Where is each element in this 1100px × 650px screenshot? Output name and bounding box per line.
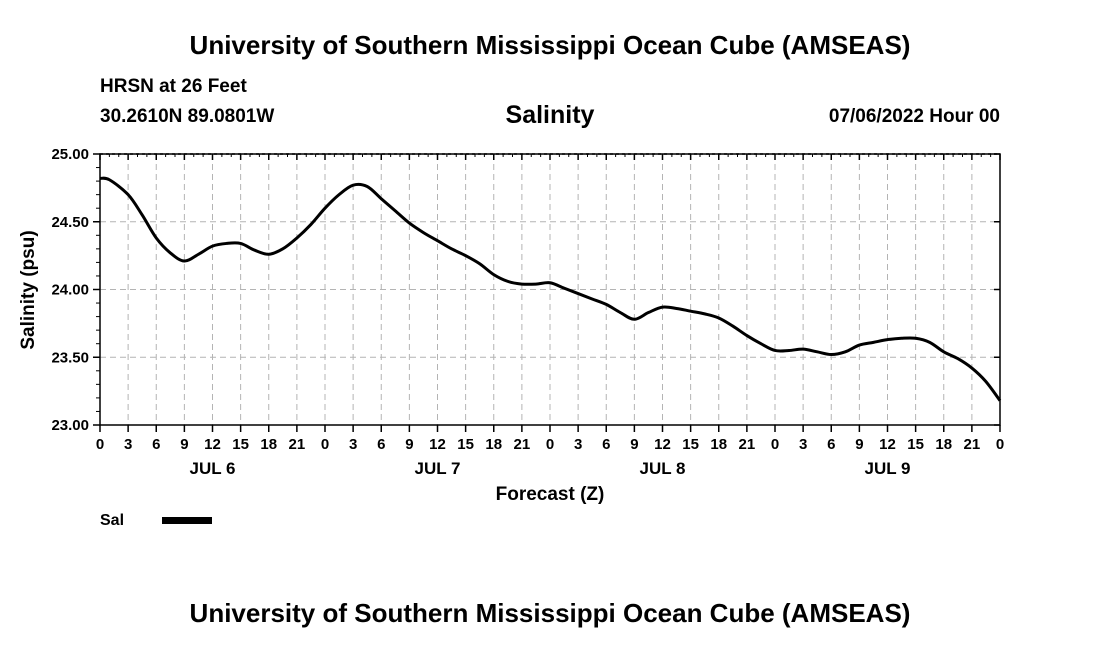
x-tick-label: 0 xyxy=(96,436,104,453)
y-tick-label: 24.50 xyxy=(51,214,89,231)
x-tick-label: 6 xyxy=(152,436,160,453)
y-tick-label: 24.00 xyxy=(51,282,89,299)
day-label: JUL 9 xyxy=(865,459,911,478)
x-tick-label: 15 xyxy=(682,436,699,453)
x-tick-label: 0 xyxy=(546,436,554,453)
x-tick-label: 21 xyxy=(739,436,756,453)
series-line-sal xyxy=(99,176,1002,402)
chart-title: Salinity xyxy=(505,101,595,129)
x-tick-label: 0 xyxy=(771,436,779,453)
x-axis-label: Forecast (Z) xyxy=(496,484,605,505)
x-tick-label: 0 xyxy=(996,436,1004,453)
x-tick-label: 15 xyxy=(457,436,474,453)
axes: 0 3 6 9 12 15 18 21 0 3 6 9 12 15 18 21 0 3 6 9 12 15 18 21 0 3 6 9… xyxy=(51,146,1004,478)
x-tick-label: 12 xyxy=(204,436,221,453)
x-tick-label: 21 xyxy=(964,436,981,453)
day-label: JUL 8 xyxy=(640,459,686,478)
x-tick-label: 3 xyxy=(124,436,132,453)
x-tick-label: 6 xyxy=(602,436,610,453)
x-tick-label: 15 xyxy=(232,436,249,453)
coordinates-label: 30.2610N 89.0801W xyxy=(100,106,275,127)
legend-swatch xyxy=(162,517,212,524)
grid xyxy=(100,154,1000,425)
x-tick-label: 9 xyxy=(855,436,863,453)
x-tick-label: 18 xyxy=(710,436,727,453)
x-tick-label: 12 xyxy=(879,436,896,453)
station-label: HRSN at 26 Feet xyxy=(100,76,247,97)
x-tick-label: 15 xyxy=(907,436,924,453)
x-tick-label: 18 xyxy=(260,436,277,453)
x-tick-label: 18 xyxy=(485,436,502,453)
x-tick-label: 3 xyxy=(349,436,357,453)
x-tick-label: 0 xyxy=(321,436,329,453)
day-label: JUL 7 xyxy=(415,459,461,478)
x-tick-label: 9 xyxy=(630,436,638,453)
x-tick-label: 18 xyxy=(935,436,952,453)
x-tick-label: 3 xyxy=(574,436,582,453)
y-axis-label: Salinity (psu) xyxy=(18,230,39,349)
y-tick-label: 23.00 xyxy=(51,417,89,434)
y-tick-label: 23.50 xyxy=(51,349,89,366)
x-tick-label: 3 xyxy=(799,436,807,453)
day-label: JUL 6 xyxy=(190,459,236,478)
x-tick-label: 6 xyxy=(377,436,385,453)
x-tick-label: 9 xyxy=(180,436,188,453)
x-tick-label: 21 xyxy=(514,436,531,453)
x-tick-label: 12 xyxy=(654,436,671,453)
y-tick-label: 25.00 xyxy=(51,146,89,163)
x-tick-label: 9 xyxy=(405,436,413,453)
x-tick-label: 6 xyxy=(827,436,835,453)
footer-title: University of Southern Mississippi Ocean… xyxy=(189,598,911,628)
series-layer xyxy=(99,176,1002,402)
x-tick-label: 12 xyxy=(429,436,446,453)
page-title: University of Southern Mississippi Ocean… xyxy=(189,30,911,60)
legend-label: Sal xyxy=(100,512,124,529)
forecast-timestamp: 07/06/2022 Hour 00 xyxy=(828,106,1000,127)
x-tick-label: 21 xyxy=(289,436,306,453)
